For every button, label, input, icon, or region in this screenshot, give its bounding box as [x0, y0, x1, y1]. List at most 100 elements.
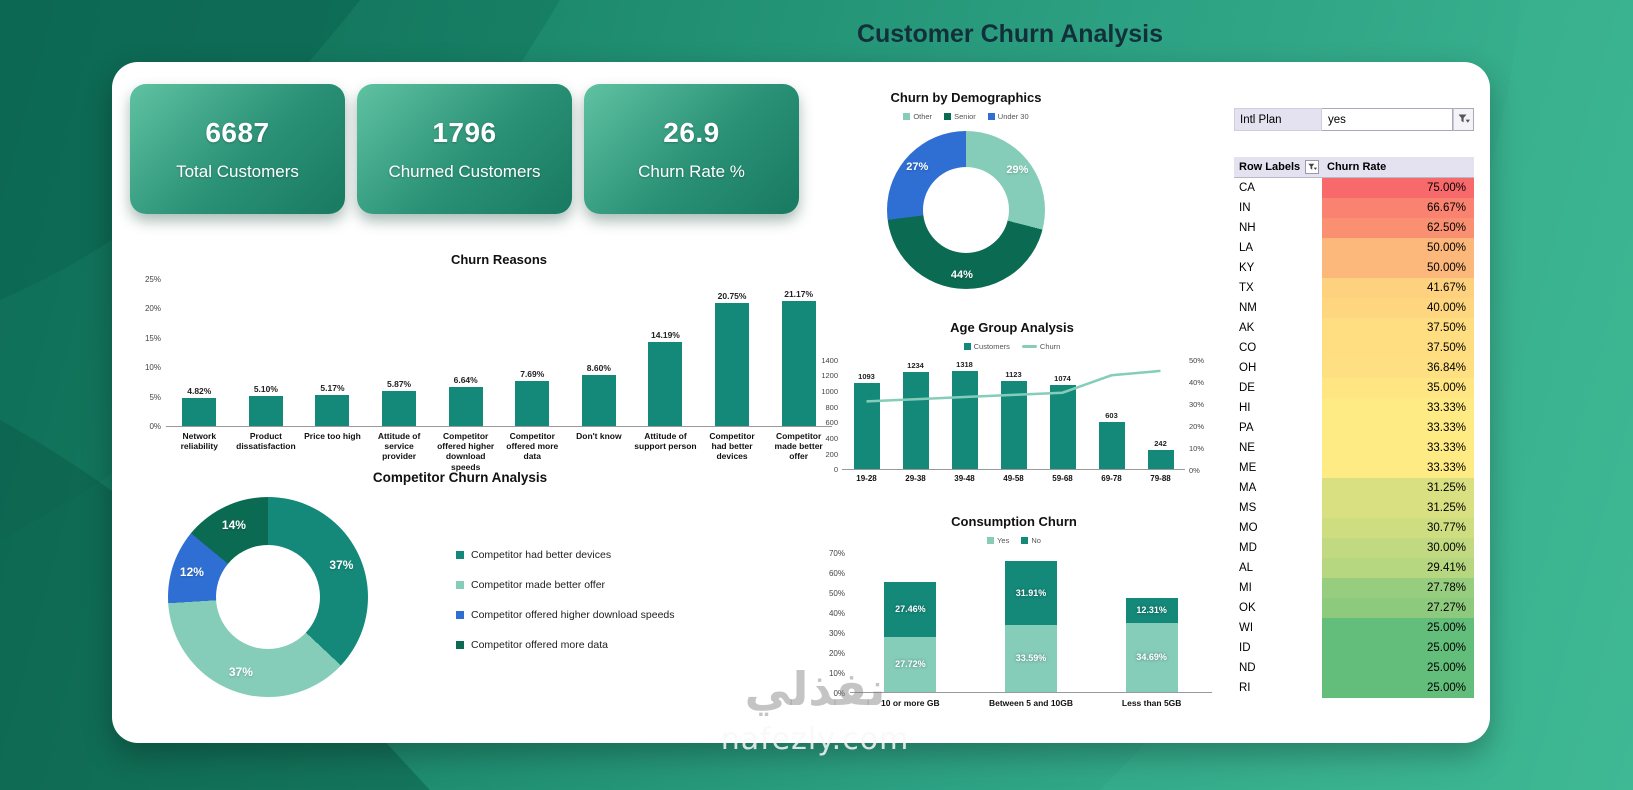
chart-body: 70% 60% 50% 40% 30% 20% 10% 0% 27.46% 27.72% 10 o… [816, 549, 1213, 708]
bar-value-label: 4.82% [187, 385, 212, 396]
churn-rate-cell: 33.33% [1322, 438, 1474, 458]
table-row: KY 50.00% [1234, 258, 1474, 278]
slice-percent-label: 37% [228, 665, 253, 680]
stacked-segment: 34.69% [1125, 622, 1178, 692]
legend-item: No [1021, 536, 1041, 545]
stacked-segment: 33.59% [1005, 624, 1057, 692]
churn-rate-cell: 50.00% [1322, 238, 1474, 258]
chart-column: 6.64% Competitor offered higher download … [432, 279, 499, 472]
legend-label: Other [913, 112, 933, 121]
consumption-chart: Consumption Churn Yes No 70% 60% 50% 40% 30% 2… [816, 514, 1213, 708]
category-label: 19-28 [856, 474, 877, 483]
pivot-rows: CA 75.00% IN 66.67% NH 62.50% LA 50.00% KY 50.00%… [1234, 178, 1474, 698]
legend-item: Customers [963, 342, 1010, 351]
bar-stack: 20.75% [698, 279, 766, 427]
legend-square-marker [987, 113, 995, 120]
bar-value-label: 1074 [1054, 373, 1071, 383]
state-cell: WI [1234, 618, 1322, 638]
churn-rate-cell: 25.00% [1322, 618, 1474, 638]
chart-column: 7.69% Competitor offered more data [498, 279, 566, 472]
category-label: Competitor had better devices [709, 431, 755, 462]
state-cell: DE [1234, 378, 1322, 398]
filter-value[interactable]: yes [1322, 108, 1453, 131]
demographics-donut: 29% 44% 27% [887, 131, 1045, 289]
state-cell: OK [1234, 598, 1322, 618]
state-cell: MI [1234, 578, 1322, 598]
bar [951, 371, 978, 469]
plot-wrap: 1093 1234 1318 1123 1074 603 242 19-28 29-38 39-… [842, 360, 1185, 483]
category-label: 49-58 [1003, 474, 1024, 483]
row-labels-text: Row Labels [1239, 161, 1301, 173]
churn-rate-cell: 75.00% [1322, 178, 1474, 198]
segment-value-label: 31.91% [1015, 587, 1047, 598]
state-cell: MO [1234, 518, 1322, 538]
bar [902, 372, 929, 469]
bar-value-label: 5.87% [387, 379, 412, 390]
bar-stack: 27.46% 27.72% [850, 553, 971, 693]
age-axis-left: 1400 1200 1000 800 600 400 200 0 [821, 355, 838, 475]
slice-percent-label: 27% [906, 161, 929, 173]
age-legend: Customers Churn [963, 342, 1061, 351]
legend-item: Churn [1021, 342, 1061, 351]
bar [715, 303, 750, 426]
chart-column: 12.31% 34.69% Less than 5GB [1091, 553, 1213, 708]
legend-label: Senior [954, 112, 976, 121]
segment-value-label: 27.46% [895, 604, 926, 615]
state-cell: OH [1234, 358, 1322, 378]
competitor-chart: Competitor Churn Analysis 37% 37% 12% 14% C… [130, 470, 830, 697]
consumption-plot: 27.46% 27.72% 10 or more GB 31.91% 33.59% Bet… [850, 553, 1213, 708]
churn-rate-cell: 66.67% [1322, 198, 1474, 218]
bar-value-label: 20.75% [717, 291, 747, 302]
table-row: MI 27.78% [1234, 578, 1474, 598]
row-labels-filter-icon[interactable] [1305, 160, 1319, 174]
table-row: CA 75.00% [1234, 178, 1474, 198]
bar [853, 383, 880, 469]
state-cell: PA [1234, 418, 1322, 438]
table-row: LA 50.00% [1234, 238, 1474, 258]
slice-percent-label: 29% [1006, 164, 1029, 177]
bar [515, 380, 550, 426]
state-cell: RI [1234, 678, 1322, 698]
churn-rate-cell: 37.50% [1322, 338, 1474, 358]
table-row: OH 36.84% [1234, 358, 1474, 378]
state-cell: LA [1234, 238, 1322, 258]
competitor-donut: 37% 37% 12% 14% [168, 497, 368, 697]
chart-column: 603 [1087, 360, 1136, 469]
category-label: Network reliability [180, 431, 218, 452]
filter-funnel-icon[interactable] [1453, 108, 1474, 131]
chart-column: 1093 [842, 360, 891, 469]
category-label: Less than 5GB [1121, 698, 1182, 708]
bar-stack: 31.91% 33.59% [970, 553, 1092, 693]
filter-label: Intl Plan [1234, 108, 1322, 131]
state-cell: NM [1234, 298, 1322, 318]
kpi-card-churn-rate: 26.9 Churn Rate % [584, 84, 799, 214]
table-row: ID 25.00% [1234, 638, 1474, 658]
category-label: Competitor made better offer [774, 431, 823, 462]
bar [1147, 450, 1174, 469]
table-row: AK 37.50% [1234, 318, 1474, 338]
intl-plan-filter: Intl Plan yes [1234, 108, 1474, 131]
legend-label: No [1031, 536, 1041, 545]
stacked-segment: 12.31% [1125, 598, 1178, 623]
slice-percent-label: 44% [950, 268, 973, 281]
legend-item: Competitor made better offer [456, 579, 728, 592]
state-cell: MS [1234, 498, 1322, 518]
bar-stack: 21.17% [765, 279, 832, 427]
table-row: TX 41.67% [1234, 278, 1474, 298]
legend-label: Churn [1039, 342, 1061, 351]
segment-value-label: 27.72% [895, 659, 926, 670]
chart-column: 8.60% Don't know [565, 279, 633, 472]
bar-value-label: 1123 [1005, 369, 1022, 379]
state-cell: ME [1234, 458, 1322, 478]
churn-rate-cell: 62.50% [1322, 218, 1474, 238]
churn-rate-cell: 41.67% [1322, 278, 1474, 298]
bar-stack: 12.31% 34.69% [1091, 553, 1213, 693]
chart-column: 21.17% Competitor made better offer [765, 279, 832, 472]
bar-value-label: 6.64% [453, 374, 478, 385]
bar-value-label: 1318 [956, 360, 973, 369]
bar-value-label: 603 [1105, 410, 1118, 420]
chart-body: 37% 37% 12% 14% Competitor had better devic… [130, 497, 830, 697]
bar [182, 397, 217, 426]
churn-rate-cell: 25.00% [1322, 638, 1474, 658]
watermark-arabic: نفذلي [744, 662, 886, 716]
